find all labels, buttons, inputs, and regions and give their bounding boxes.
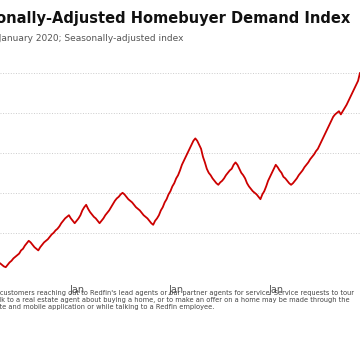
Text: = 100 in January 2020; Seasonally-adjusted index: = 100 in January 2020; Seasonally-adjust… bbox=[0, 34, 183, 43]
Text: Seasonally-Adjusted Homebuyer Demand Index: Seasonally-Adjusted Homebuyer Demand Ind… bbox=[0, 11, 350, 26]
Text: * Number of customers reaching out to Redfin's lead agents or our partner agents: * Number of customers reaching out to Re… bbox=[0, 290, 354, 310]
